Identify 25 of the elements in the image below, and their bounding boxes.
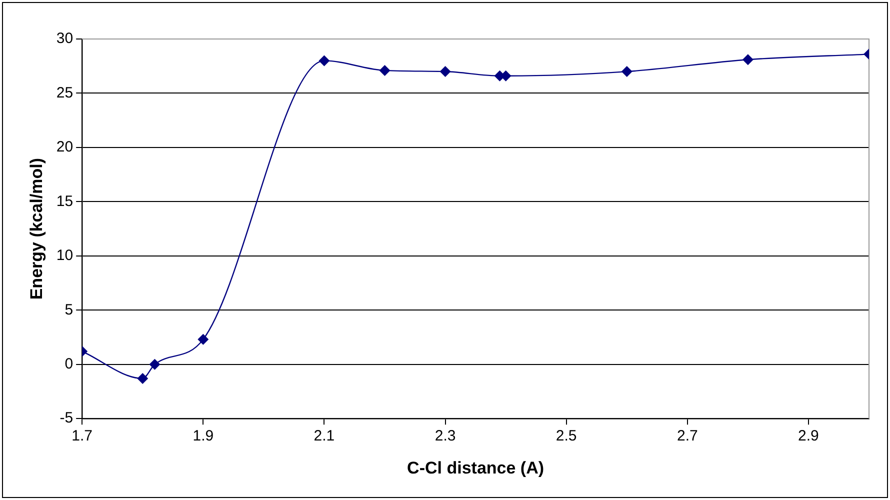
point bbox=[149, 358, 160, 370]
x-tick-label: 2.5 bbox=[556, 428, 577, 445]
point bbox=[621, 66, 632, 78]
y-tick-label: 30 bbox=[56, 30, 74, 48]
y-tick-label: 20 bbox=[56, 138, 74, 156]
point bbox=[742, 54, 754, 66]
point bbox=[198, 334, 209, 345]
x-axis-title: C-Cl distance (A) bbox=[407, 458, 544, 478]
y-axis-title: Energy (kcal/mol) bbox=[26, 158, 46, 300]
point bbox=[379, 64, 390, 76]
y-tick-label: 0 bbox=[64, 356, 74, 373]
y-tick-label: 25 bbox=[56, 84, 74, 102]
y-tick-label: 15 bbox=[56, 192, 74, 210]
x-tick-label: 2.7 bbox=[676, 428, 698, 445]
x-tick-label: 2.1 bbox=[314, 428, 335, 445]
x-tick-label: 1.7 bbox=[72, 428, 93, 445]
point bbox=[137, 372, 148, 384]
x-tick-label: 1.9 bbox=[192, 428, 214, 445]
y-tick-label: 5 bbox=[64, 301, 74, 318]
y-tick-label: 10 bbox=[56, 247, 74, 264]
point bbox=[440, 66, 451, 78]
x-tick-label: 2.3 bbox=[434, 428, 456, 445]
x-tick-label: 2.9 bbox=[798, 428, 819, 445]
point bbox=[318, 55, 330, 66]
y-tick-label: -5 bbox=[60, 410, 74, 427]
